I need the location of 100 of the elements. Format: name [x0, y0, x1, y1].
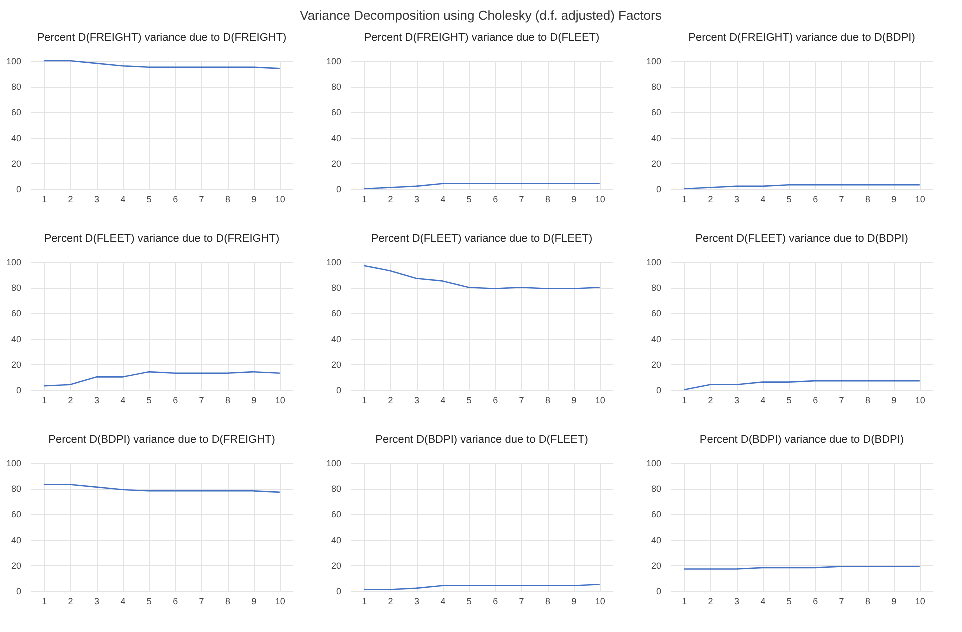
x-tick-label: 6 [813, 596, 818, 606]
x-tick-label: 7 [519, 596, 524, 606]
chart-title: Percent D(FREIGHT) variance due to D(FLEET) [364, 32, 600, 44]
x-tick-label: 2 [708, 396, 714, 406]
x-tick-label: 7 [199, 194, 204, 204]
x-tick-label: 6 [173, 396, 178, 406]
x-tick-label: 5 [786, 194, 792, 204]
y-tick-label: 100 [326, 258, 342, 268]
y-tick-label: 80 [11, 283, 22, 294]
x-tick-label: 4 [120, 596, 126, 606]
line-series [363, 265, 601, 290]
line-series [43, 60, 281, 70]
y-tick-label: 100 [646, 56, 662, 66]
x-tick-label: 1 [682, 596, 688, 606]
y-tick-label: 20 [331, 360, 342, 370]
y-tick-label: 40 [11, 535, 22, 546]
y-tick-label: 60 [331, 510, 342, 520]
x-tick-label: 4 [440, 596, 446, 606]
x-tick-label: 9 [252, 596, 257, 606]
x-tick-label: 8 [865, 396, 871, 406]
y-tick-label: 40 [651, 133, 662, 144]
x-tick-label: 5 [466, 596, 472, 606]
x-tick-label: 6 [173, 194, 178, 204]
y-tick-label: 20 [331, 560, 342, 571]
x-tick-label: 4 [760, 396, 766, 406]
x-tick-label: 4 [760, 194, 766, 204]
x-tick-label: 9 [252, 194, 257, 204]
x-tick-label: 4 [120, 396, 126, 406]
x-tick-label: 7 [839, 396, 844, 406]
x-tick-label: 3 [734, 396, 740, 406]
y-tick-label: 100 [326, 458, 342, 468]
y-tick-label: 80 [11, 82, 22, 92]
x-tick-label: 6 [813, 194, 818, 204]
chart-title: Percent D(FLEET) variance due to D(BDPI) [696, 233, 908, 245]
x-tick-label: 1 [362, 596, 368, 606]
y-tick-label: 20 [11, 360, 22, 370]
chart-title: Percent D(FLEET) variance due to D(FREIGHT) [44, 233, 280, 245]
x-tick-label: 2 [68, 596, 74, 606]
x-tick-label: 1 [682, 396, 688, 406]
x-tick-label: 7 [519, 194, 524, 204]
x-tick-label: 2 [708, 194, 714, 204]
y-tick-label: 0 [656, 386, 662, 396]
x-tick-label: 3 [94, 596, 100, 606]
x-tick-label: 1 [362, 396, 368, 406]
x-tick-label: 9 [892, 596, 897, 606]
y-tick-label: 40 [331, 334, 342, 344]
y-tick-label: 80 [331, 283, 342, 294]
y-tick-label: 100 [326, 56, 342, 66]
x-tick-label: 2 [68, 194, 74, 204]
x-tick-label: 9 [252, 396, 257, 406]
x-tick-label: 10 [915, 596, 926, 606]
y-tick-label: 100 [6, 458, 22, 468]
x-tick-label: 3 [94, 396, 100, 406]
chart-title: Percent D(FREIGHT) variance due to D(FREIGHT) [37, 32, 287, 44]
y-tick-label: 80 [11, 484, 22, 494]
x-tick-label: 8 [225, 396, 231, 406]
x-tick-label: 5 [466, 396, 472, 406]
y-tick-label: 100 [6, 56, 22, 66]
x-tick-label: 3 [414, 396, 420, 406]
x-tick-label: 10 [595, 396, 606, 406]
x-tick-label: 6 [493, 596, 498, 606]
x-tick-label: 3 [94, 194, 100, 204]
x-tick-label: 2 [68, 396, 74, 406]
x-tick-label: 8 [225, 596, 231, 606]
x-tick-label: 8 [225, 194, 231, 204]
y-tick-label: 40 [651, 334, 662, 344]
y-tick-label: 20 [651, 360, 662, 370]
y-tick-label: 40 [11, 133, 22, 144]
chart-title: Percent D(BDPI) variance due to D(FREIGHT) [48, 434, 276, 446]
y-tick-label: 0 [16, 386, 22, 396]
y-tick-label: 0 [336, 184, 342, 194]
x-tick-label: 3 [734, 596, 740, 606]
y-tick-label: 100 [646, 458, 662, 468]
x-tick-label: 7 [519, 396, 524, 406]
y-tick-label: 60 [651, 510, 662, 520]
x-tick-label: 6 [813, 396, 818, 406]
x-tick-label: 4 [120, 194, 126, 204]
x-tick-label: 4 [440, 396, 446, 406]
x-tick-label: 9 [572, 396, 577, 406]
x-tick-label: 5 [466, 194, 472, 204]
y-tick-label: 40 [11, 334, 22, 344]
x-tick-label: 10 [275, 396, 286, 406]
y-tick-label: 40 [331, 133, 342, 144]
x-tick-label: 2 [388, 396, 394, 406]
x-tick-label: 4 [760, 596, 766, 606]
chart-title: Percent D(FLEET) variance due to D(FLEET) [371, 233, 593, 245]
x-tick-label: 8 [865, 596, 871, 606]
x-tick-label: 7 [199, 596, 204, 606]
y-tick-label: 20 [651, 158, 662, 169]
y-tick-label: 0 [656, 586, 662, 596]
y-tick-label: 0 [656, 184, 662, 194]
y-tick-label: 60 [331, 108, 342, 118]
y-tick-label: 0 [336, 386, 342, 396]
x-tick-label: 8 [545, 396, 551, 406]
line-series [43, 371, 281, 387]
y-tick-label: 20 [11, 158, 22, 169]
x-tick-label: 5 [786, 596, 792, 606]
x-tick-label: 9 [572, 194, 577, 204]
y-tick-label: 60 [11, 510, 22, 520]
x-tick-label: 7 [199, 396, 204, 406]
